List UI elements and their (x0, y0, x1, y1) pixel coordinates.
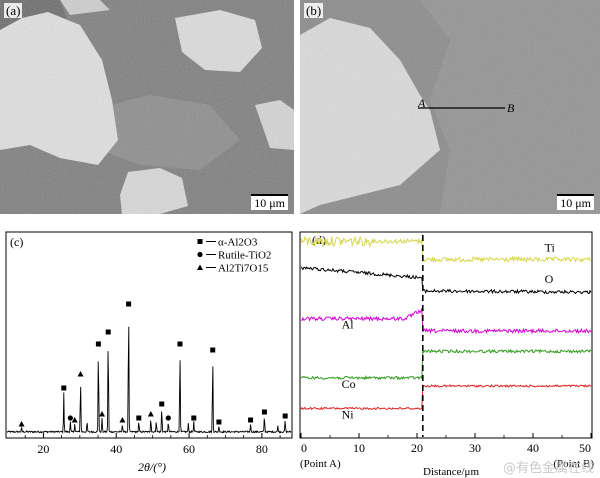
xrd-peak-marker-6 (95, 341, 101, 347)
xrd-x-axis-label: 2θ/(°) (138, 460, 166, 474)
xrd-peak-marker-2 (67, 415, 73, 421)
xrd-x-tick-label-1: 40 (110, 442, 122, 456)
line-scan-chart: (d) Ti O Al Co Ni 0 10 20 30 40 50 (Point A) Dist… (299, 231, 594, 478)
xrd-peak-marker-14 (159, 401, 165, 407)
line-scan-x-tick-label-4: 40 (527, 441, 539, 455)
line-scan-x-tick-label-5: 50 (579, 441, 591, 455)
point-b-axis-label: (Point B) (553, 458, 594, 470)
line-scan-x-tick-label-3: 30 (469, 441, 481, 455)
line-scan-label-co: Co (342, 377, 356, 391)
xrd-peak-marker-9 (119, 417, 126, 423)
panel-label-c: (c) (10, 235, 23, 249)
sem-image-a: (a) 10 μm (0, 0, 294, 214)
xrd-peak-marker-10 (126, 301, 132, 307)
xrd-peak-marker-16 (177, 341, 183, 347)
xrd-peak-marker-22 (261, 409, 267, 415)
xrd-peak-marker-18 (191, 415, 197, 421)
xrd-peak-marker-0 (18, 421, 25, 427)
sem-image-b-drawing (300, 0, 600, 214)
line-scan-series-co (300, 348, 592, 381)
xrd-legend-label-0: α-Al2O3 (218, 237, 258, 249)
xrd-legend-marker-1 (197, 251, 203, 258)
line-scan-series: Ti O Al Co Ni (300, 235, 592, 421)
xrd-trace (6, 326, 292, 434)
xrd-peak-marker-7 (99, 411, 106, 417)
point-a-label: A (418, 96, 426, 110)
panel-label-d: (d) (312, 233, 326, 247)
xrd-peak-marker-15 (165, 415, 171, 421)
xrd-x-axis: 20 40 60 80 (24, 433, 281, 456)
scale-bar-b: 10 μm (557, 194, 594, 210)
line-scan-series-o (300, 266, 592, 295)
line-scan-series-al (300, 308, 592, 335)
panel-label-b: (b) (304, 3, 324, 18)
scale-bar-a: 10 μm (251, 194, 288, 210)
point-b-label: B (507, 101, 515, 115)
xrd-peak-marker-20 (216, 419, 222, 425)
line-scan-label-o: O (545, 272, 554, 286)
xrd-x-tick-label-3: 80 (256, 442, 268, 456)
xrd-legend-marker-2 (197, 264, 203, 270)
watermark: @有色金属在线 (502, 461, 594, 476)
xrd-peak-marker-1 (61, 385, 67, 391)
xrd-peak-marker-24 (282, 413, 288, 419)
xrd-legend-marker-0 (197, 239, 203, 244)
line-scan-series-ni (300, 384, 592, 411)
sem-image-b: (b) A B 10 μm (300, 0, 600, 214)
line-scan-series-ti (300, 235, 592, 264)
line-scan-x-tick-label-2: 20 (411, 441, 423, 455)
xrd-peak-marker-3 (71, 417, 78, 423)
xrd-peak-marker-11 (136, 415, 142, 421)
xrd-legend-label-1: Rutile-TiO2 (218, 250, 271, 262)
xrd-x-tick-label-0: 20 (37, 442, 49, 456)
xrd-peak-marker-21 (248, 417, 254, 423)
xrd-legend-label-2: Al2Ti7O15 (218, 263, 269, 275)
xrd-plot-frame (5, 231, 293, 439)
line-scan-x-axis-label: Distance/μm (423, 466, 479, 478)
line-scan-label-ni: Ni (342, 407, 355, 421)
xrd-peak-marker-8 (105, 329, 111, 335)
line-scan-label-al: Al (342, 318, 355, 332)
xrd-peak-marker-4 (77, 371, 84, 377)
line-scan-x-tick-label-0: 0 (301, 441, 307, 455)
point-a-axis-label: (Point A) (300, 458, 341, 470)
line-scan-x-axis: 0 10 20 30 40 50 (300, 433, 592, 455)
panel-label-a: (a) (4, 3, 23, 18)
sem-image-a-drawing (0, 0, 294, 214)
xrd-peak-marker-12 (147, 411, 154, 417)
line-scan-label-ti: Ti (545, 241, 556, 255)
xrd-peak-marker-19 (210, 347, 216, 353)
xrd-peak-markers (18, 301, 288, 427)
xrd-x-tick-label-2: 60 (183, 442, 195, 456)
line-scan-x-tick-label-1: 10 (353, 441, 365, 455)
